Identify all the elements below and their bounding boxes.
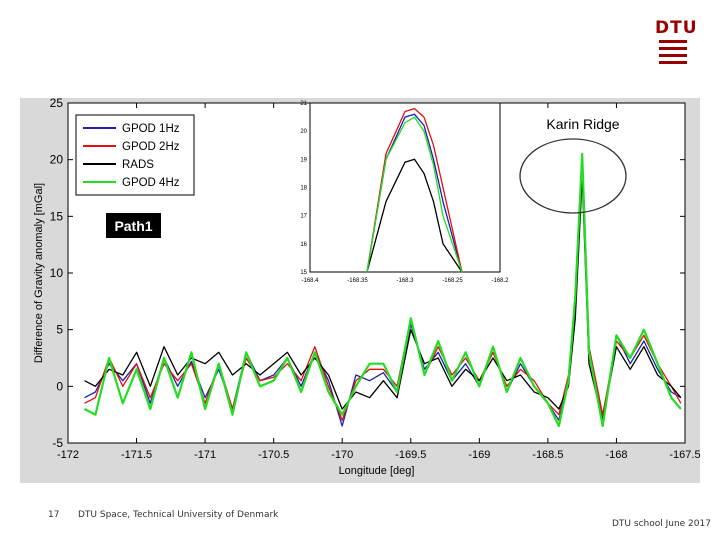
y-tick-label: 20: [50, 153, 64, 167]
dtu-logo-stripes-icon: [659, 40, 687, 64]
ridge-label: Karin Ridge: [546, 116, 619, 132]
footer-event: DTU school June 2017: [612, 519, 711, 529]
x-tick-label: -172: [57, 449, 79, 461]
y-tick-label: 5: [56, 323, 63, 337]
inset-y-tick-label: 17: [300, 214, 307, 220]
inset-y-tick-label: 18: [300, 186, 307, 192]
y-tick-label: 10: [50, 266, 64, 280]
path-label-box: [106, 213, 161, 238]
inset-y-tick-label: 20: [300, 129, 307, 135]
page-number: 17: [48, 510, 60, 520]
x-tick-label: -169: [468, 449, 490, 461]
y-tick-label: 15: [50, 209, 64, 223]
x-tick-label: -171.5: [121, 449, 152, 461]
path-label: Path1: [114, 218, 152, 234]
legend-label: RADS: [122, 159, 154, 171]
y-tick-label: 0: [56, 379, 63, 393]
ridge-highlight-ellipse: [519, 138, 627, 214]
x-axis-label: Longitude [deg]: [339, 465, 415, 477]
x-tick-label: -171: [194, 449, 216, 461]
legend-label: GPOD 1Hz: [122, 123, 180, 135]
legend-label: GPOD 4Hz: [122, 177, 180, 189]
y-tick-label: -5: [52, 436, 63, 450]
inset-y-tick-label: 21: [300, 101, 307, 107]
footer-organization: DTU Space, Technical University of Denma…: [78, 510, 279, 520]
inset-y-tick-label: 15: [300, 270, 307, 276]
inset-y-tick-label: 16: [300, 242, 307, 248]
y-axis-label: Difference of Gravity anomaly [mGal]: [33, 183, 45, 363]
x-tick-label: -168.5: [532, 449, 563, 461]
x-tick-label: -170: [331, 449, 353, 461]
y-tick-label: 25: [50, 96, 64, 110]
x-tick-label: -170.5: [258, 449, 289, 461]
dtu-logo: DTU: [655, 18, 698, 68]
inset-x-tick-label: -168.35: [347, 278, 368, 284]
inset-x-tick-label: -168.25: [442, 278, 463, 284]
inset-plot-axes-box: [309, 102, 501, 273]
inset-series-line-4: [366, 116, 463, 273]
inset-x-tick-label: -168.3: [396, 278, 414, 284]
dtu-logo-text: DTU: [655, 18, 698, 38]
inset-series-line-3: [366, 158, 463, 273]
x-tick-label: -168: [605, 449, 627, 461]
inset-x-tick-label: -168.2: [491, 278, 509, 284]
inset-y-tick-label: 19: [300, 157, 307, 163]
x-tick-label: -169.5: [395, 449, 426, 461]
x-tick-label: -167.5: [669, 449, 700, 461]
inset-series-line-2: [366, 107, 463, 273]
series-line-4: [83, 152, 682, 428]
legend-label: GPOD 2Hz: [122, 141, 180, 153]
inset-x-tick-label: -168.4: [301, 278, 319, 284]
